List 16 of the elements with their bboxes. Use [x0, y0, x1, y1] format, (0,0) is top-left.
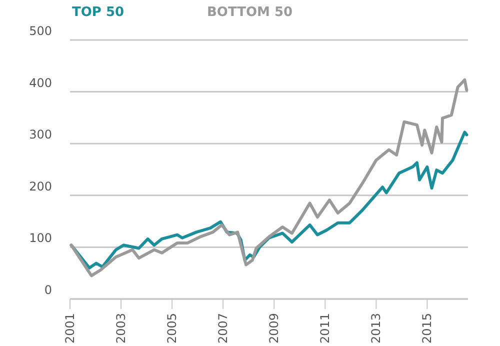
x-tick-label: 2003: [114, 313, 128, 344]
y-tick-label: 500: [29, 24, 52, 38]
y-tick-label: 0: [44, 283, 52, 297]
x-tick-label: 2001: [63, 313, 77, 344]
y-tick-label: 100: [29, 231, 52, 246]
x-tick-label: 2005: [165, 313, 180, 344]
y-tick-label: 200: [29, 179, 52, 194]
x-tick-label: 2007: [216, 313, 230, 344]
y-tick-label: 400: [29, 76, 52, 90]
text: BOTTOM 50: [207, 5, 293, 20]
x-tick-label: 2009: [267, 313, 282, 344]
x-tick-label: 2015: [420, 313, 434, 344]
x-tick-label: 2013: [369, 313, 384, 344]
x-tick-label: 2011: [318, 313, 332, 344]
y-tick-label: 300: [29, 128, 52, 142]
text: TOP 50: [72, 5, 124, 20]
